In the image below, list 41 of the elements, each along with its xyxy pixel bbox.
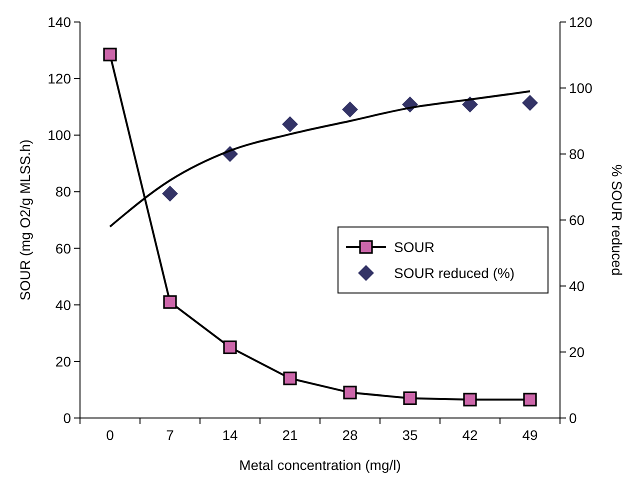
x-tick-label: 7	[166, 427, 174, 443]
y-tick-label: 20	[55, 353, 72, 370]
y2-tick-label: 20	[569, 344, 585, 360]
y-tick-label: 100	[48, 127, 72, 144]
point	[403, 391, 417, 405]
x-tick-label: 49	[522, 427, 538, 443]
y-tick-label: 40	[55, 296, 72, 313]
point	[463, 392, 477, 406]
x-axis-title: Metal concentration (mg/l)	[239, 457, 401, 473]
point	[522, 94, 538, 111]
y-tick-label: 120	[48, 70, 72, 87]
point	[162, 186, 178, 202]
x-tick-label: 28	[342, 427, 358, 443]
point	[283, 372, 297, 386]
y-tick-label: 140	[48, 14, 72, 30]
y2-tick-label: 60	[569, 212, 585, 228]
x-tick-label: 42	[462, 427, 478, 443]
y2-tick-label: 80	[569, 146, 585, 162]
y2-tick-label: 0	[569, 410, 577, 426]
x-tick-label: 35	[402, 427, 418, 443]
y-axis-title: SOUR (mg O2/g MLSS.h)	[17, 139, 33, 301]
legend-label: SOUR	[394, 239, 434, 255]
point	[223, 340, 237, 354]
legend-label: SOUR reduced (%)	[394, 265, 515, 281]
y2-axis-title: % SOUR reduced	[609, 164, 625, 276]
point	[462, 96, 478, 112]
point	[523, 392, 537, 406]
point	[282, 116, 298, 132]
y-tick-label: 0	[63, 410, 72, 426]
point	[342, 101, 358, 118]
y2-tick-label: 100	[569, 80, 593, 96]
y2-tick-label: 40	[569, 278, 585, 294]
x-tick-label: 0	[106, 427, 114, 443]
x-tick-label: 14	[222, 427, 238, 443]
y2-tick-label: 120	[569, 14, 593, 30]
point	[343, 386, 357, 400]
point	[163, 295, 177, 309]
point	[103, 48, 117, 62]
y-tick-label: 60	[55, 240, 72, 256]
y-tick-label: 80	[55, 184, 72, 200]
x-tick-label: 21	[282, 427, 298, 443]
